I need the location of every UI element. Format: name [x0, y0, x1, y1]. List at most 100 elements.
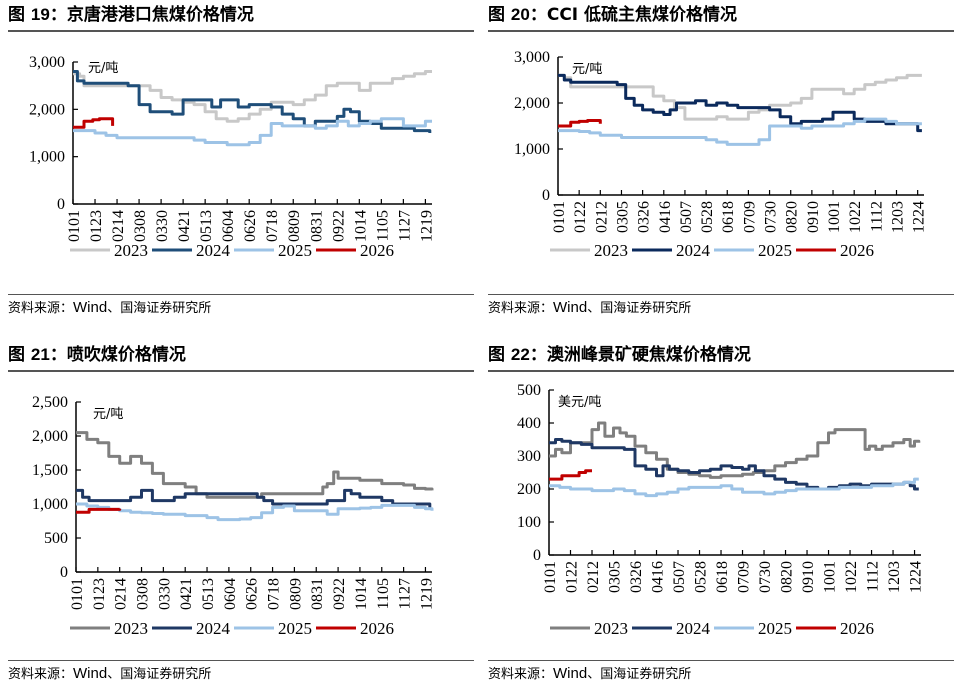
y-tick-label: 2,000: [32, 428, 68, 445]
y-tick-label: 2,000: [514, 95, 550, 112]
series-line-2024: [73, 72, 430, 134]
legend-label: 2023: [114, 619, 148, 638]
source-prefix: 资料来源：: [488, 667, 553, 682]
x-tick-label: 0910: [800, 561, 817, 593]
chart-svg: 01,0002,0003,0000101 0122 0212 0305 0326 0416…: [488, 0, 954, 290]
y-tick-label: 2,500: [32, 394, 68, 411]
x-tick-label: 0626: [242, 210, 259, 242]
x-tick-label: 1112: [865, 561, 882, 592]
series-line-2024: [76, 490, 430, 507]
series-line-2023: [73, 72, 432, 122]
x-tick-label: 0820: [784, 201, 801, 233]
legend-label: 2023: [594, 619, 628, 638]
y-tick-label: 400: [517, 415, 541, 432]
x-tick-label: 0421: [178, 578, 195, 610]
legend-label: 2024: [196, 619, 231, 638]
legend-label: 2025: [758, 619, 792, 638]
x-tick-label: 0820: [779, 561, 796, 593]
x-tick-label: 0416: [650, 561, 667, 593]
x-tick-label: 0212: [593, 201, 610, 233]
y-tick-label: 0: [533, 547, 541, 564]
x-tick-label: 0809: [287, 578, 304, 610]
chart-svg: 0 1,000 2,000 3,000 0101 0123 0214 0308 0330 0421…: [8, 0, 474, 290]
legend-label: 2025: [278, 241, 312, 260]
x-tick-label: 0718: [266, 578, 283, 610]
source-note: 资料来源：Wind、国海证券研究所: [8, 294, 474, 322]
y-tick-label: 500: [517, 382, 541, 399]
x-tick-label: 0831: [309, 578, 326, 610]
legend-label: 2024: [676, 619, 711, 638]
x-tick-label: 0308: [132, 210, 149, 242]
y-tick-label: 0: [60, 564, 68, 581]
x-tick-label: 0507: [671, 561, 688, 593]
source-prefix: 资料来源：: [488, 301, 553, 316]
series-line-2023: [76, 433, 432, 498]
figure-panel-19: 图 19：京唐港港口焦煤价格情况 0 1,000 2,000 3,000 0101 012…: [8, 0, 474, 322]
legend-label: 2026: [360, 241, 394, 260]
source-note: 资料来源：Wind、国海证券研究所: [488, 294, 954, 322]
x-tick-label: 1219: [418, 210, 435, 242]
x-tick-label: 1105: [375, 578, 392, 609]
x-tick-label: 0212: [585, 561, 602, 593]
x-tick-label: 0416: [657, 201, 674, 233]
x-tick-label: 0122: [572, 201, 589, 233]
x-tick-label: 0101: [542, 561, 559, 593]
x-tick-label: 1001: [822, 561, 839, 593]
y-tick-label: 200: [517, 481, 541, 498]
unit-label: 美元/吨: [558, 395, 601, 410]
x-tick-label: 0718: [264, 210, 281, 242]
unit-label: 元/吨: [93, 407, 123, 422]
y-tick-label: 0: [57, 196, 65, 213]
legend-label: 2023: [114, 241, 148, 260]
figure-panel-21: 图 21：喷吹煤价格情况 0 500 1,000 1,500 2,000 2,500 010…: [8, 340, 474, 688]
unit-label: 元/吨: [88, 61, 118, 76]
legend-label: 2025: [278, 619, 312, 638]
x-tick-label: 1001: [826, 201, 843, 233]
x-tick-label: 0326: [628, 561, 645, 593]
x-tick-label: 0305: [614, 201, 631, 233]
y-tick-label: 1,000: [514, 141, 550, 158]
x-tick-label: 0709: [741, 201, 758, 233]
y-tick-label: 3,000: [29, 54, 65, 71]
legend-label: 2026: [840, 241, 874, 260]
legend-label: 2024: [196, 241, 231, 260]
source-note: 资料来源：Wind、国海证券研究所: [488, 660, 954, 688]
series-line-2023: [549, 423, 919, 477]
x-tick-label: 1224: [911, 201, 928, 233]
chart-svg: 05001,0001,5002,0002,5000101 0123 0214 0308…: [8, 340, 474, 660]
series-line-2025: [76, 504, 432, 520]
x-tick-label: 0101: [66, 210, 83, 242]
series-line-2025: [549, 479, 919, 496]
source-suffix: 、国海证券研究所: [107, 667, 211, 682]
x-tick-label: 0123: [91, 578, 108, 610]
x-tick-label: 1022: [847, 201, 864, 233]
source-wind: Wind: [73, 665, 107, 682]
x-tick-label: 1112: [868, 201, 885, 232]
y-tick-label: 500: [44, 530, 68, 547]
x-tick-label: 0730: [763, 201, 780, 233]
series-line-2026: [76, 509, 120, 512]
y-tick-label: 2,000: [29, 101, 65, 118]
x-tick-label: 1105: [374, 210, 391, 241]
series-line-2026: [549, 471, 592, 479]
x-tick-label: 1022: [843, 561, 860, 593]
x-tick-label: 0101: [551, 201, 568, 233]
x-tick-label: 0618: [714, 561, 731, 593]
x-tick-label: 0709: [736, 561, 753, 593]
x-tick-label: 1014: [353, 578, 370, 610]
x-tick-label: 1224: [908, 561, 925, 593]
x-tick-label: 0308: [135, 578, 152, 610]
x-tick-label: 0922: [330, 210, 347, 242]
x-tick-label: 0618: [720, 201, 737, 233]
x-tick-label: 0604: [222, 578, 239, 610]
figure-panel-20: 图 20：CCI 低硫主焦煤价格情况 0 1,000 2,000 3,000 0101 0…: [488, 0, 954, 322]
x-tick-label: 1014: [352, 210, 369, 242]
series-line-2026: [558, 121, 600, 127]
y-tick-label: 100: [517, 514, 541, 531]
x-tick-label: 0214: [113, 578, 130, 610]
source-wind: Wind: [553, 299, 587, 316]
source-wind: Wind: [73, 299, 107, 316]
x-tick-label: 0507: [678, 201, 695, 233]
legend-label: 2023: [594, 241, 628, 260]
legend-label: 2025: [758, 241, 792, 260]
